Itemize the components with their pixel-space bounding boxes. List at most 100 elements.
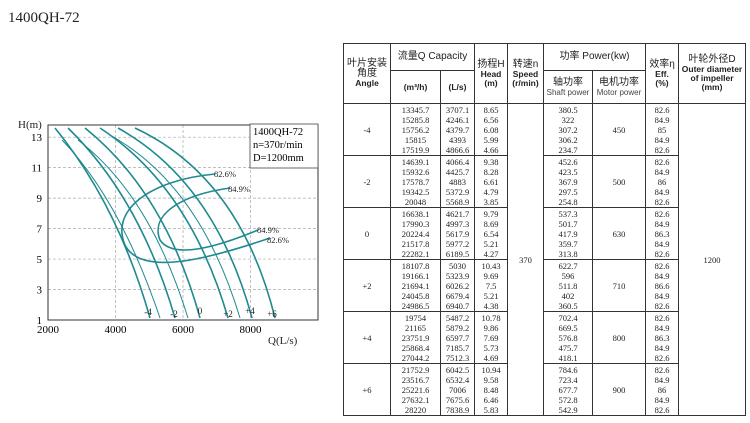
cell-value: 6679.4 <box>445 290 470 301</box>
shaft-power-cell: 537.3 501.7 417.9 359.7 313.8 <box>543 207 593 260</box>
cell-value: 322 <box>561 114 575 125</box>
cell-value: 84.9 <box>654 114 670 125</box>
y-tick-label: 9 <box>37 193 43 205</box>
cell-value: 82.6 <box>654 300 670 311</box>
cell-value: 15756.2 <box>401 124 430 135</box>
cell-value: 19754 <box>404 312 427 323</box>
curve <box>54 127 151 319</box>
cell-value: 28220 <box>404 404 427 415</box>
header-text: 电机功率 <box>599 76 639 88</box>
header-text: 转速n <box>512 58 539 70</box>
cell-value: 452.6 <box>558 156 578 167</box>
angle-label: -4 <box>144 307 152 317</box>
cell-value: 6940.7 <box>445 300 470 311</box>
x-tick-label: 4000 <box>105 324 128 336</box>
header-text: Angle <box>355 78 379 88</box>
cell-value: 82.6 <box>654 312 670 323</box>
curve <box>61 139 161 319</box>
header-text: Eff. <box>655 68 669 79</box>
header-cell: 流量Q Capacity <box>390 43 475 71</box>
motor-power-cell: 630 <box>591 207 647 260</box>
header-text: Shaft power <box>546 87 590 97</box>
capacity-m3h-cell: 14639.1 15932.6 17578.7 19342.5 20048 <box>390 155 441 208</box>
y-axis-label: H(m) <box>18 119 42 131</box>
cell-value: 6.56 <box>483 114 499 125</box>
cell-value: 418.1 <box>558 352 578 363</box>
cell-value: 4.66 <box>483 144 499 155</box>
efficiency-curve <box>157 187 259 251</box>
cell-value: 15285.8 <box>401 114 430 125</box>
header-text: 轴功率 <box>553 76 583 88</box>
cell-value: 86.6 <box>654 280 670 291</box>
cell-value: 4066.4 <box>445 156 470 167</box>
cell-value: 17578.7 <box>401 176 430 187</box>
cell-value: 622.7 <box>558 260 578 271</box>
cell-value: 25868.4 <box>401 342 430 353</box>
cell-value: 10.78 <box>481 312 501 323</box>
cell-value: 596 <box>561 270 575 281</box>
info-box <box>249 123 319 169</box>
x-tick-label: 6000 <box>172 324 195 336</box>
cell-value: 723.4 <box>558 374 578 385</box>
cell-value: 576.8 <box>558 332 578 343</box>
cell-value: 5568.9 <box>445 196 470 207</box>
header-cell: (m³/h) <box>390 70 441 104</box>
cell-value: 6597.7 <box>445 332 470 343</box>
cell-value: 21694.1 <box>401 280 430 291</box>
cell-value: 8.65 <box>483 104 499 115</box>
angle-label: 0 <box>198 306 203 316</box>
head-cell: 9.79 8.69 6.54 5.21 4.27 <box>474 207 508 260</box>
table-row: +6 21752.9 23516.7 25221.6 27632.1 28220 6042.… <box>343 363 746 416</box>
cell-value: 7.5 <box>485 280 497 291</box>
cell-value: 6042.5 <box>445 364 470 375</box>
header-text: 叶轮外径D <box>688 54 736 65</box>
shaft-power-cell: 702.4 669.5 576.8 475.7 418.1 <box>543 311 593 364</box>
cell-value: 85 <box>657 124 667 135</box>
cell-value: 5.21 <box>483 290 499 301</box>
curve <box>109 134 241 319</box>
head-cell: 10.43 9.69 7.5 5.21 4.38 <box>474 259 508 312</box>
shaft-power-cell: 452.6 423.5 367.9 297.5 254.8 <box>543 155 593 208</box>
angle-cell: +2 <box>343 259 391 312</box>
cell-value: 8.28 <box>483 166 499 177</box>
header-text: (m) <box>484 77 498 88</box>
x-tick-label: 8000 <box>240 324 263 336</box>
shaft-power-cell: 380.5 322 307.2 306.2 234.7 <box>543 103 593 156</box>
cell-value: 7.69 <box>483 332 499 343</box>
x-axis-label: Q(L/s) <box>268 335 298 347</box>
cell-value: 7512.3 <box>445 352 470 363</box>
efficiency-label: 84.9% <box>257 225 279 235</box>
curve <box>134 127 276 319</box>
capacity-ls-cell: 4621.7 4997.3 5617.9 5977.2 6189.5 <box>440 207 475 260</box>
cell-value: 5879.2 <box>445 322 470 333</box>
table-row: +4 19754 21165 23751.9 25868.4 27044.2 5487.2 5… <box>343 311 746 364</box>
cell-value: 475.7 <box>558 342 578 353</box>
cell-value: 24986.5 <box>401 300 430 311</box>
cell-value: 84.9 <box>654 342 670 353</box>
speed-cell: 370 <box>507 103 544 416</box>
capacity-ls-cell: 6042.5 6532.4 7006 7675.6 7838.9 <box>440 363 475 416</box>
x-tick-label: 2000 <box>37 324 60 336</box>
cell-value: 27632.1 <box>401 394 430 405</box>
cell-value: 306.2 <box>558 134 578 145</box>
cell-value: 6532.4 <box>445 374 470 385</box>
angle-label: +6 <box>267 309 277 319</box>
cell-value: 84.9 <box>654 322 670 333</box>
header-cell: 电机功率 Motor power <box>591 70 647 104</box>
cell-value: 6189.5 <box>445 248 470 259</box>
cell-value: 84.9 <box>654 270 670 281</box>
header-cell: 叶片安装角度 Angle <box>343 43 391 104</box>
angle-cell: -4 <box>343 103 391 156</box>
cell-value: 20224.4 <box>401 228 430 239</box>
cell-value: 10.43 <box>481 260 501 271</box>
cell-value: 82.6 <box>654 248 670 259</box>
shaft-power-cell: 622.7 596 511.8 402 360.5 <box>543 259 593 312</box>
angle-cell: +4 <box>343 311 391 364</box>
cell-value: 313.8 <box>558 248 578 259</box>
curve <box>84 127 201 319</box>
cell-value: 19342.5 <box>401 186 430 197</box>
efficiency-cell: 82.6 84.9 86.3 84.9 82.6 <box>645 207 680 260</box>
cell-value: 6.61 <box>483 176 499 187</box>
y-tick-label: 11 <box>31 163 42 175</box>
